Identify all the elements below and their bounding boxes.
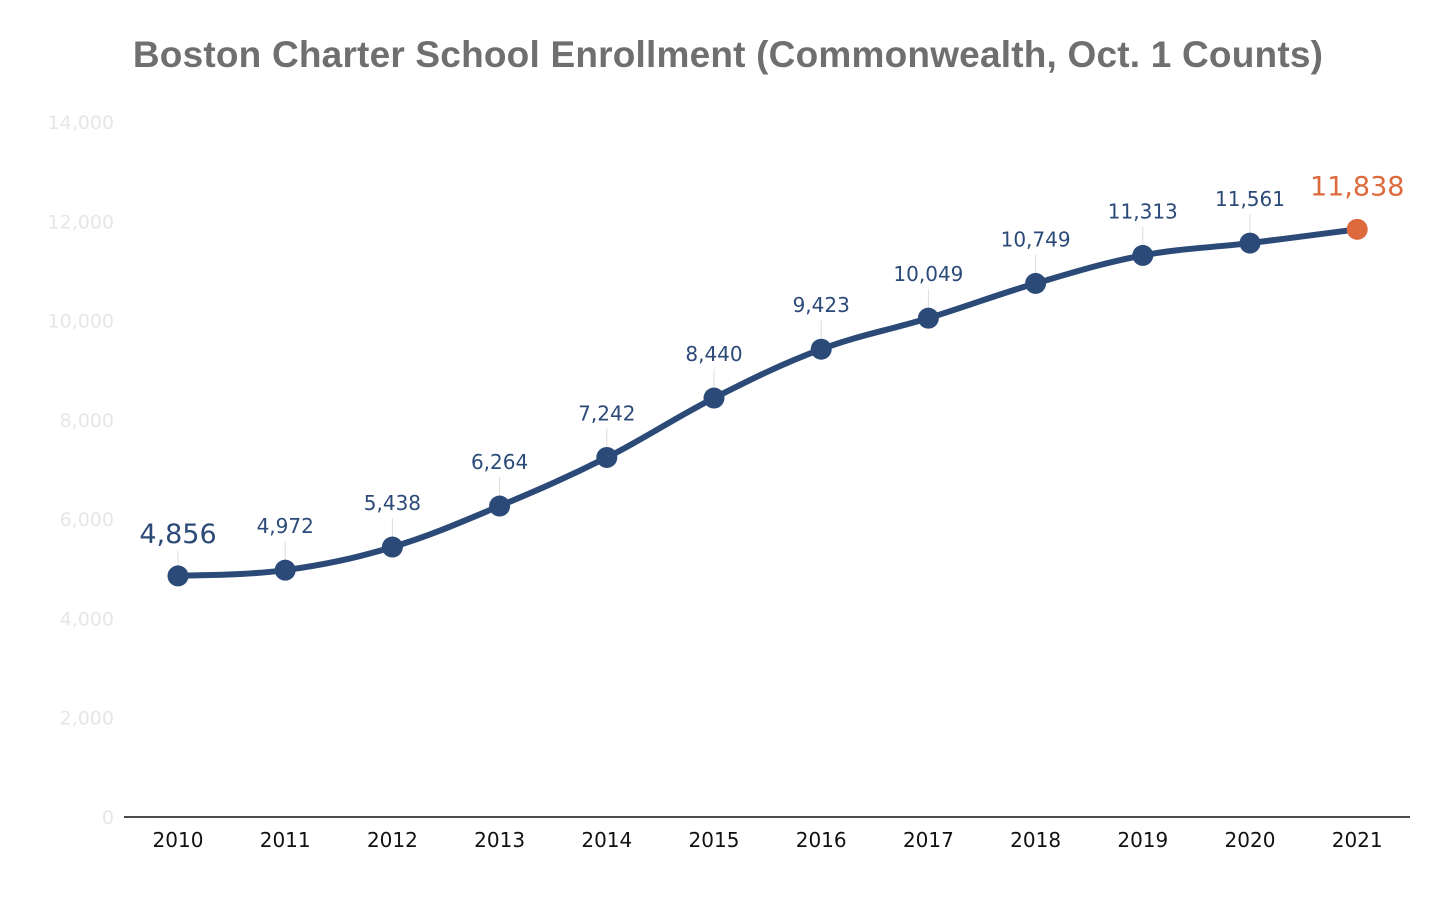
x-tick-label: 2015: [689, 828, 740, 852]
data-label: 5,438: [364, 491, 421, 515]
data-label: 7,242: [578, 401, 635, 425]
data-point: [381, 536, 403, 558]
data-point: [167, 565, 189, 587]
x-tick-label: 2019: [1117, 828, 1168, 852]
data-label: 4,972: [257, 514, 314, 538]
x-tick-label: 2020: [1225, 828, 1276, 852]
y-tick-label: 2,000: [60, 708, 114, 730]
data-markers: [167, 218, 1368, 587]
series-line: [175, 226, 1361, 579]
data-point: [810, 338, 832, 360]
y-axis-ticks: 0 2,000 4,000 6,000 8,000 10,000 12,000 14,000: [48, 112, 114, 829]
data-label: 8,440: [685, 342, 742, 366]
highlight-data-point: [1346, 218, 1368, 240]
data-point: [1239, 232, 1261, 254]
data-labels: 4,856 4,972 5,438 6,264 7,242 8,440 9,423 10,04…: [139, 171, 1404, 550]
x-tick-label: 2012: [367, 828, 418, 852]
y-tick-label: 4,000: [60, 608, 114, 630]
x-axis-ticks: 2010 2011 2012 2013 2014 2015 2016 2017 2018 2019…: [153, 828, 1383, 852]
chart-title: Boston Charter School Enrollment (Common…: [132, 34, 1324, 75]
data-point: [1025, 272, 1047, 294]
x-tick-label: 2016: [796, 828, 847, 852]
data-label: 11,561: [1215, 187, 1285, 211]
y-tick-label: 6,000: [60, 509, 114, 531]
data-point: [1132, 244, 1154, 266]
x-tick-label: 2010: [153, 828, 204, 852]
x-tick-label: 2014: [581, 828, 632, 852]
data-label: 10,049: [893, 262, 963, 286]
x-tick-label: 2018: [1010, 828, 1061, 852]
y-tick-label: 10,000: [48, 311, 114, 333]
y-tick-label: 8,000: [60, 410, 114, 432]
data-point: [274, 559, 296, 581]
x-tick-label: 2013: [474, 828, 525, 852]
data-point: [703, 387, 725, 409]
data-point: [489, 495, 511, 517]
y-tick-label: 14,000: [48, 112, 114, 134]
data-label: 9,423: [793, 293, 850, 317]
data-label: 6,264: [471, 450, 528, 474]
data-label: 4,856: [139, 519, 216, 550]
data-label: 11,313: [1108, 199, 1178, 223]
x-tick-label: 2017: [903, 828, 954, 852]
label-leader-lines: [177, 214, 1251, 567]
data-point: [596, 446, 618, 468]
y-tick-label: 12,000: [48, 211, 114, 233]
y-tick-label: 0: [102, 807, 114, 829]
data-label: 11,838: [1310, 171, 1404, 202]
data-label: 10,749: [1001, 227, 1071, 251]
x-tick-label: 2011: [260, 828, 311, 852]
data-point: [917, 307, 939, 329]
x-tick-label: 2021: [1332, 828, 1383, 852]
series-line-group: [175, 226, 1361, 579]
